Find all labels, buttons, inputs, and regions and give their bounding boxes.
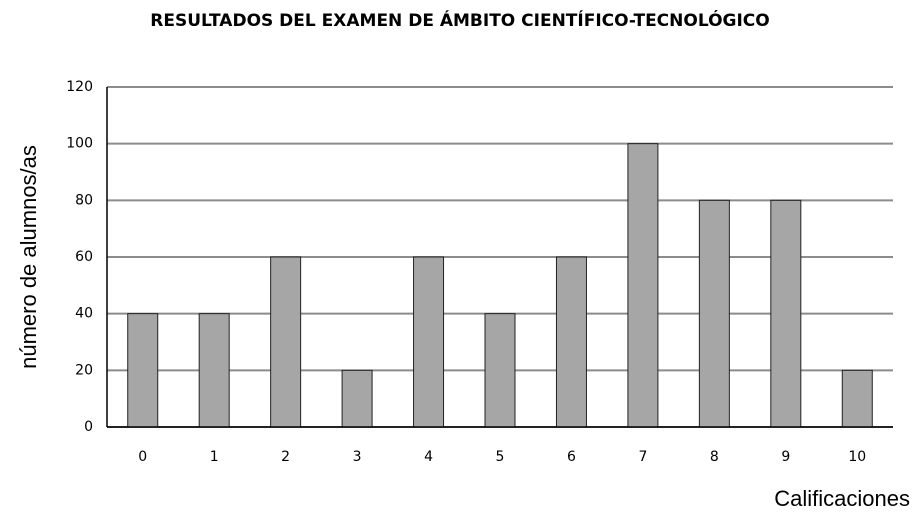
x-tick-label: 5	[496, 449, 505, 465]
x-tick-label: 3	[353, 449, 362, 465]
x-tick-label: 2	[281, 449, 290, 465]
y-tick-label: 80	[75, 192, 93, 208]
x-tick-label: 10	[848, 449, 866, 465]
y-tick-label: 0	[84, 419, 93, 435]
y-tick-label: 100	[66, 136, 93, 152]
bar	[198, 313, 230, 428]
y-tick-label: 20	[75, 362, 93, 378]
x-tick-label: 1	[210, 449, 219, 465]
bar	[341, 369, 373, 428]
x-tick-label: 9	[781, 449, 790, 465]
bar	[555, 256, 587, 428]
bar	[127, 313, 159, 428]
x-tick-label: 4	[424, 449, 433, 465]
bar	[270, 256, 302, 428]
chart-title: RESULTADOS DEL EXAMEN DE ÁMBITO CIENTÍFI…	[150, 11, 770, 31]
y-tick-label: 60	[75, 249, 93, 265]
x-tick-label: 7	[638, 449, 647, 465]
x-tick-label: 6	[567, 449, 576, 465]
bar	[413, 256, 445, 428]
x-tick-label: 0	[138, 449, 147, 465]
bar	[627, 143, 659, 428]
x-tick-label: 8	[710, 449, 719, 465]
y-tick-label: 40	[75, 306, 93, 322]
bar	[484, 313, 516, 428]
y-tick-label: 120	[66, 79, 93, 95]
y-axis-title: número de alumnos/as	[16, 145, 41, 369]
bar	[698, 199, 730, 428]
bar	[770, 199, 802, 428]
x-axis-title: Calificaciones	[774, 486, 910, 511]
bar	[841, 369, 873, 428]
